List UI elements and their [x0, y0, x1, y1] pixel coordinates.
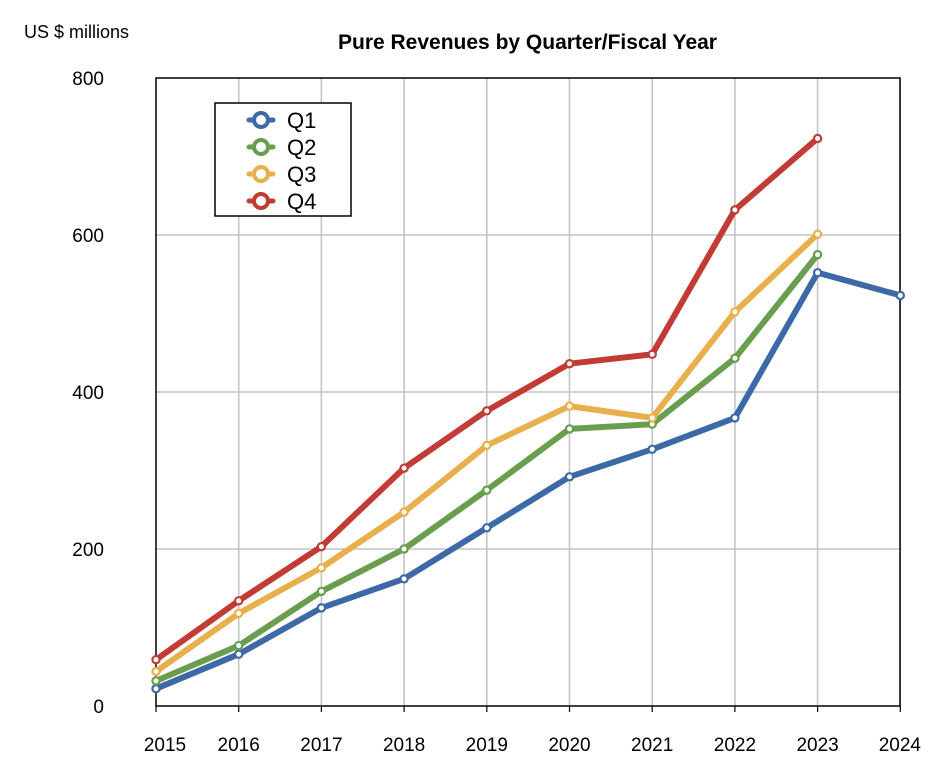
- point-q2-2019: [482, 485, 492, 495]
- point-q2-2018: [399, 544, 409, 554]
- point-q4-2017: [316, 541, 327, 552]
- y-tick-label-0: 0: [93, 697, 104, 718]
- legend-label-q2: Q2: [287, 135, 316, 160]
- chart-title: Pure Revenues by Quarter/Fiscal Year: [338, 31, 717, 54]
- legend-marker-q1: [252, 111, 270, 129]
- legend-label-q4: Q4: [287, 189, 316, 214]
- point-q1-2017: [316, 603, 327, 613]
- x-tick-label-2022: 2022: [714, 735, 756, 756]
- point-q4-2020: [564, 359, 575, 369]
- legend-box: [214, 102, 352, 217]
- point-q3-2022: [730, 307, 740, 317]
- point-q1-2022: [730, 413, 740, 423]
- point-q3-2017: [316, 563, 327, 573]
- point-q3-2016: [233, 608, 244, 619]
- x-tick-label-2023: 2023: [796, 735, 838, 756]
- point-q1-2024: [895, 290, 906, 301]
- point-q4-2019: [482, 406, 492, 416]
- point-q3-2023: [812, 229, 823, 239]
- x-tick-label-2019: 2019: [466, 735, 508, 756]
- point-q1-2016: [233, 649, 244, 659]
- point-q2-2023: [812, 249, 823, 260]
- legend-marker-q3: [252, 165, 270, 183]
- point-q3-2020: [564, 401, 575, 411]
- y-tick-label-800: 800: [72, 69, 104, 90]
- point-q4-2023: [812, 133, 823, 144]
- point-q4-2016: [233, 596, 244, 606]
- axis-ticks: 0 200 400 600 800 2015 2016 2017 2018 2019 2020 202…: [72, 69, 921, 756]
- legend-marker-q4: [252, 192, 270, 210]
- point-q1-2015: [151, 684, 161, 694]
- point-q1-2021: [647, 444, 657, 455]
- point-q2-2020: [564, 424, 575, 434]
- y-tick-label-600: 600: [72, 226, 104, 247]
- legend-label-q1: Q1: [287, 108, 316, 133]
- x-tick-label-2015: 2015: [144, 735, 186, 756]
- point-q4-2022: [730, 205, 740, 215]
- point-q1-2018: [399, 574, 409, 584]
- point-q1-2020: [564, 472, 575, 482]
- point-q4-2015: [151, 654, 161, 665]
- point-q2-2022: [730, 353, 740, 363]
- point-q2-2016: [233, 640, 244, 651]
- y-tick-label-400: 400: [72, 383, 104, 404]
- plot-frame: [155, 77, 901, 707]
- point-q2-2017: [316, 586, 327, 597]
- point-q1-2023: [812, 267, 823, 278]
- legend-marker-q2: [252, 138, 270, 156]
- x-tick-label-2021: 2021: [631, 735, 673, 756]
- x-tick-label-2020: 2020: [548, 735, 590, 756]
- point-q3-2019: [482, 440, 492, 451]
- x-tick-label-2016: 2016: [218, 735, 260, 756]
- x-tick-label-2017: 2017: [300, 735, 342, 756]
- x-tick-label-2018: 2018: [383, 735, 425, 756]
- point-q2-2015: [151, 676, 161, 686]
- point-q3-2021: [647, 413, 657, 423]
- grid-lines: [156, 78, 902, 706]
- series-lines: [151, 133, 906, 694]
- point-q4-2018: [399, 463, 409, 473]
- x-tick-label-2024: 2024: [879, 735, 922, 756]
- point-q3-2015: [151, 666, 161, 677]
- y-axis-unit-label: US $ millions: [24, 22, 130, 42]
- point-q3-2018: [399, 507, 409, 517]
- y-tick-label-200: 200: [72, 540, 104, 561]
- series-line-q1: [153, 269, 904, 692]
- point-q1-2019: [482, 523, 492, 533]
- legend-label-q3: Q3: [287, 162, 316, 187]
- point-q4-2021: [647, 349, 657, 360]
